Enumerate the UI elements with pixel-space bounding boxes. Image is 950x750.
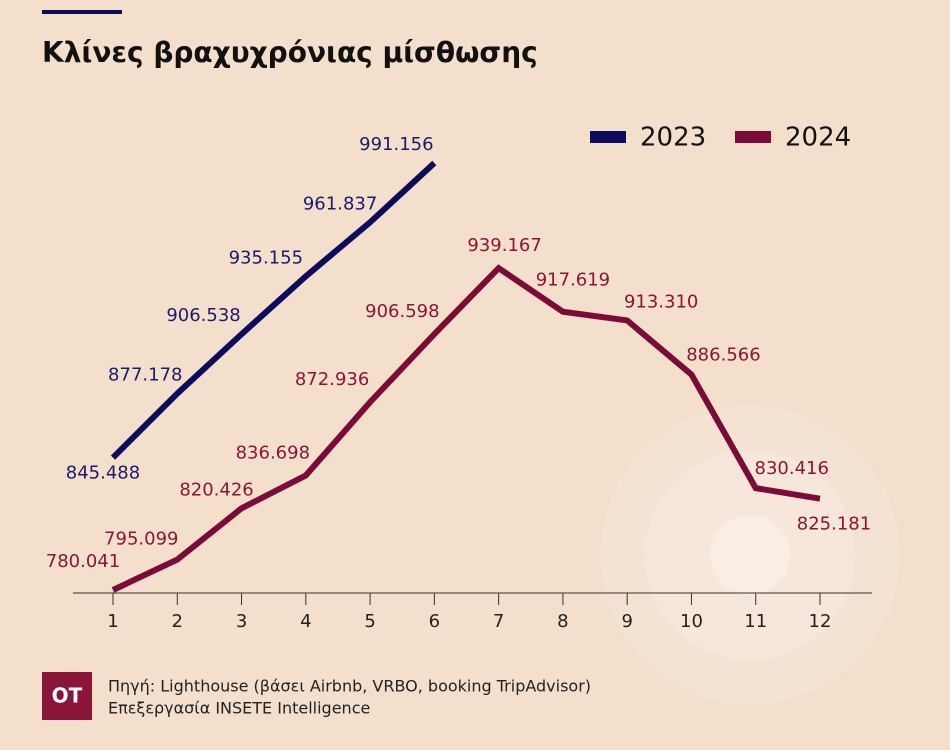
data-label: 917.619 [536,270,610,291]
x-tick-label: 3 [236,611,247,632]
credit: Επεξεργασία INSETE Intelligence [108,699,370,718]
x-tick-label: 6 [429,611,440,632]
data-label: 906.598 [365,301,439,322]
data-label: 845.488 [66,463,140,484]
data-label: 872.936 [295,369,369,390]
legend-label: 2024 [785,123,851,153]
title-rule [42,10,122,14]
data-label: 830.416 [755,458,829,479]
legend-swatch [735,131,771,143]
chart-title: Κλίνες βραχυχρόνιας μίσθωσης [42,36,538,69]
data-label: 877.178 [108,365,182,386]
source: Πηγή: Lighthouse (βάσει Airbnb, VRBO, bo… [108,677,591,696]
x-tick-label: 2 [172,611,183,632]
data-label: 820.426 [179,479,253,500]
x-tick-label: 1 [107,611,118,632]
data-label: 961.837 [303,193,377,214]
data-label: 886.566 [686,345,760,366]
data-label: 906.538 [166,305,240,326]
data-label: 939.167 [467,235,541,256]
line [110,160,437,460]
x-tick-label: 11 [744,611,767,632]
decor-circle [645,450,855,660]
legend-swatch [590,131,626,143]
line [111,264,821,593]
x-tick-label: 7 [493,611,504,632]
x-tick-label: 4 [300,611,311,632]
x-tick-label: 9 [621,611,632,632]
logo-box [42,672,92,720]
data-label: 836.698 [236,442,310,463]
data-label: 795.099 [104,529,178,550]
data-label: 780.041 [46,551,120,572]
data-label: 935.155 [229,247,303,268]
x-tick-label: 12 [809,611,832,632]
legend-label: 2023 [640,123,706,153]
data-label: 913.310 [624,291,698,312]
data-label: 991.156 [359,134,433,155]
x-tick-label: 5 [364,611,375,632]
x-tick-label: 8 [557,611,568,632]
x-tick-label: 10 [680,611,703,632]
decor-circle [600,405,900,705]
logo: OT [52,684,83,708]
decor-circle [710,515,790,595]
data-label: 825.181 [797,514,871,535]
